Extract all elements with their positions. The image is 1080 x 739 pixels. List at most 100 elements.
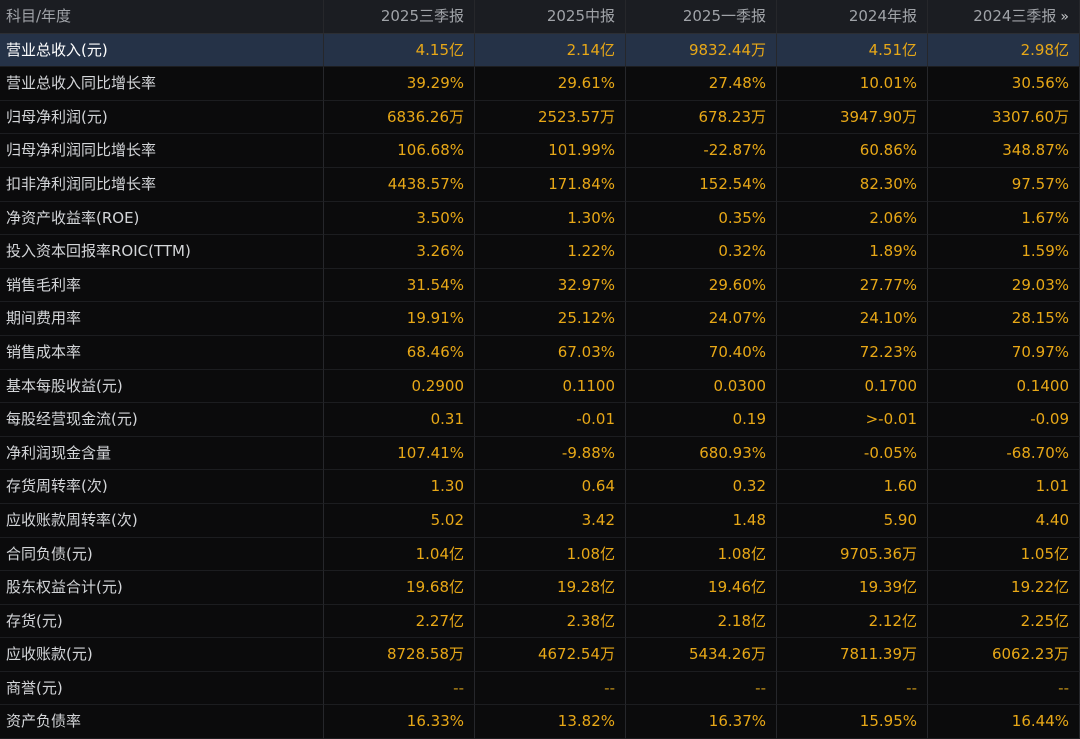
row-label: 每股经营现金流(元) <box>0 403 324 437</box>
table-cell: 15.95% <box>777 705 928 739</box>
table-cell: 678.23万 <box>626 100 777 135</box>
table-row[interactable]: 股东权益合计(元) 19.68亿 19.28亿 19.46亿 19.39亿 19.22亿 <box>0 571 1080 605</box>
table-row[interactable]: 营业总收入同比增长率 39.29% 29.61% 27.48% 10.01% 30.56% <box>0 67 1080 101</box>
table-cell: 0.19 <box>626 403 777 437</box>
table-row[interactable]: 资产负债率 16.33% 13.82% 16.37% 15.95% 16.44% <box>0 705 1080 739</box>
table-cell: 107.41% <box>324 436 475 471</box>
column-header-2025q3[interactable]: 2025三季报 <box>324 0 475 34</box>
table-cell: 0.31 <box>324 403 475 437</box>
table-header: 科目/年度 2025三季报 2025中报 2025一季报 2024年报 2024… <box>0 0 1080 34</box>
table-cell: 2.06% <box>777 201 928 236</box>
table-cell: 19.39亿 <box>777 571 928 605</box>
table-row[interactable]: 应收账款周转率(次) 5.02 3.42 1.48 5.90 4.40 <box>0 503 1080 538</box>
table-row[interactable]: 扣非净利润同比增长率 4438.57% 171.84% 152.54% 82.30% 97… <box>0 167 1080 202</box>
table-row[interactable]: 商誉(元) -- -- -- -- -- <box>0 671 1080 706</box>
table-cell: 8728.58万 <box>324 638 475 672</box>
table-cell: 27.48% <box>626 67 777 101</box>
table-cell: 101.99% <box>475 134 626 168</box>
table-cell: -- <box>928 671 1080 706</box>
row-label: 存货(元) <box>0 604 324 639</box>
table-row[interactable]: 净资产收益率(ROE) 3.50% 1.30% 0.35% 2.06% 1.67% <box>0 201 1080 236</box>
table-cell: 2.14亿 <box>475 33 626 68</box>
table-cell: 32.97% <box>475 268 626 303</box>
table-cell: -0.09 <box>928 403 1080 437</box>
table-cell: 4.15亿 <box>324 33 475 68</box>
table-cell: 1.48 <box>626 503 777 538</box>
row-label: 销售成本率 <box>0 335 324 370</box>
table-cell: 0.0300 <box>626 369 777 404</box>
table-cell: 1.22% <box>475 235 626 269</box>
table-cell: 5.02 <box>324 503 475 538</box>
column-header-2025q1[interactable]: 2025一季报 <box>626 0 777 34</box>
table-cell: 2.98亿 <box>928 33 1080 68</box>
table-row[interactable]: 期间费用率 19.91% 25.12% 24.07% 24.10% 28.15% <box>0 302 1080 336</box>
table-cell: 68.46% <box>324 335 475 370</box>
table-cell: 171.84% <box>475 167 626 202</box>
table-row[interactable]: 净利润现金含量 107.41% -9.88% 680.93% -0.05% -68.70% <box>0 436 1080 471</box>
table-row[interactable]: 存货周转率(次) 1.30 0.64 0.32 1.60 1.01 <box>0 470 1080 504</box>
table-cell: 6836.26万 <box>324 100 475 135</box>
table-cell: 0.35% <box>626 201 777 236</box>
row-label: 投入资本回报率ROIC(TTM) <box>0 235 324 269</box>
table-cell: 19.28亿 <box>475 571 626 605</box>
row-label: 基本每股收益(元) <box>0 369 324 404</box>
table-row[interactable]: 销售毛利率 31.54% 32.97% 29.60% 27.77% 29.03% <box>0 268 1080 303</box>
table-cell: 2.25亿 <box>928 604 1080 639</box>
row-label: 销售毛利率 <box>0 268 324 303</box>
row-label: 商誉(元) <box>0 671 324 706</box>
row-label: 股东权益合计(元) <box>0 571 324 605</box>
table-cell: 152.54% <box>626 167 777 202</box>
table-cell: 29.03% <box>928 268 1080 303</box>
table-row[interactable]: 归母净利润(元) 6836.26万 2523.57万 678.23万 3947.90万 3… <box>0 100 1080 135</box>
table-cell: 3307.60万 <box>928 100 1080 135</box>
table-cell: 1.04亿 <box>324 537 475 572</box>
table-row[interactable]: 投入资本回报率ROIC(TTM) 3.26% 1.22% 0.32% 1.89% 1.59… <box>0 235 1080 269</box>
table-cell: -9.88% <box>475 436 626 471</box>
table-cell: 6062.23万 <box>928 638 1080 672</box>
table-row[interactable]: 营业总收入(元) 4.15亿 2.14亿 9832.44万 4.51亿 2.98亿 <box>0 33 1080 68</box>
table-row[interactable]: 应收账款(元) 8728.58万 4672.54万 5434.26万 7811.39万 6… <box>0 638 1080 672</box>
table-row[interactable]: 基本每股收益(元) 0.2900 0.1100 0.0300 0.1700 0.1400 <box>0 369 1080 404</box>
table-cell: 1.60 <box>777 470 928 504</box>
row-label: 归母净利润同比增长率 <box>0 134 324 168</box>
table-cell: 19.91% <box>324 302 475 336</box>
table-cell: 16.44% <box>928 705 1080 739</box>
row-label: 资产负债率 <box>0 705 324 739</box>
table-cell: 2523.57万 <box>475 100 626 135</box>
table-cell: 70.40% <box>626 335 777 370</box>
double-chevron-right-icon[interactable]: » <box>1060 9 1069 25</box>
row-label: 净利润现金含量 <box>0 436 324 471</box>
table-cell: 39.29% <box>324 67 475 101</box>
row-label: 营业总收入(元) <box>0 33 324 68</box>
row-label: 应收账款周转率(次) <box>0 503 324 538</box>
table-body: 营业总收入(元) 4.15亿 2.14亿 9832.44万 4.51亿 2.98亿 营业总收… <box>0 33 1080 739</box>
column-header-2025h1[interactable]: 2025中报 <box>475 0 626 34</box>
table-row[interactable]: 销售成本率 68.46% 67.03% 70.40% 72.23% 70.97% <box>0 335 1080 370</box>
row-label: 合同负债(元) <box>0 537 324 572</box>
table-cell: 31.54% <box>324 268 475 303</box>
table-cell: 1.30 <box>324 470 475 504</box>
table-cell: 106.68% <box>324 134 475 168</box>
table-cell: 1.08亿 <box>475 537 626 572</box>
table-cell: 0.32% <box>626 235 777 269</box>
row-label: 扣非净利润同比增长率 <box>0 167 324 202</box>
table-cell: 3.42 <box>475 503 626 538</box>
table-cell: 5434.26万 <box>626 638 777 672</box>
table-cell: 1.67% <box>928 201 1080 236</box>
table-cell: -0.01 <box>475 403 626 437</box>
row-label: 归母净利润(元) <box>0 100 324 135</box>
column-header-2024fy[interactable]: 2024年报 <box>777 0 928 34</box>
row-label: 营业总收入同比增长率 <box>0 67 324 101</box>
table-row[interactable]: 存货(元) 2.27亿 2.38亿 2.18亿 2.12亿 2.25亿 <box>0 604 1080 639</box>
table-row[interactable]: 每股经营现金流(元) 0.31 -0.01 0.19 >-0.01 -0.09 <box>0 403 1080 437</box>
table-cell: 5.90 <box>777 503 928 538</box>
table-cell: 60.86% <box>777 134 928 168</box>
table-row[interactable]: 合同负债(元) 1.04亿 1.08亿 1.08亿 9705.36万 1.05亿 <box>0 537 1080 572</box>
table-cell: 2.27亿 <box>324 604 475 639</box>
table-cell: 0.1400 <box>928 369 1080 404</box>
table-cell: 3947.90万 <box>777 100 928 135</box>
table-cell: -- <box>626 671 777 706</box>
table-cell: 0.2900 <box>324 369 475 404</box>
table-row[interactable]: 归母净利润同比增长率 106.68% 101.99% -22.87% 60.86% 348… <box>0 134 1080 168</box>
column-header-2024q3[interactable]: 2024三季报» <box>928 0 1080 34</box>
